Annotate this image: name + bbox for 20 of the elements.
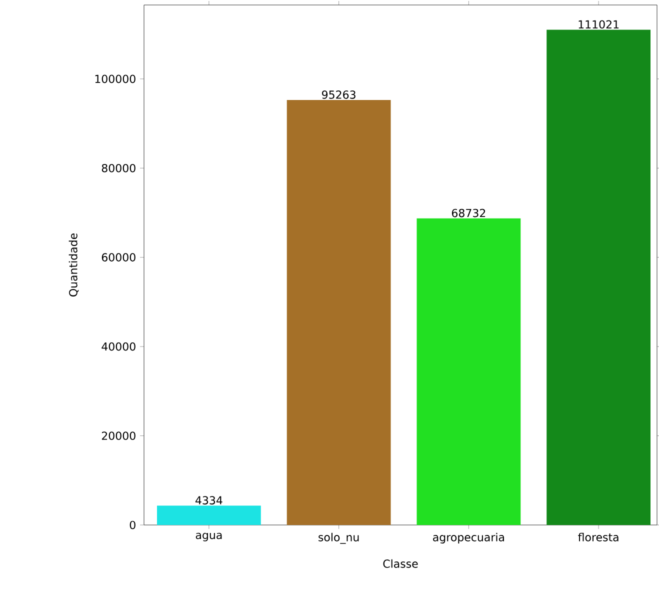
y-axis-title: Quantidade [68, 233, 79, 296]
y-tick-label: 60000 [102, 253, 136, 262]
bar [416, 218, 521, 525]
x-tick-label: agropecuaria [433, 532, 504, 544]
x-tick-label: solo_nu [318, 532, 359, 544]
y-tick-label: 40000 [102, 342, 136, 351]
y-tick-label: 20000 [102, 432, 136, 440]
y-tick-label: 100000 [95, 74, 136, 84]
data-label: 4334 [195, 496, 222, 504]
bar [286, 100, 391, 525]
data-label: 95263 [322, 90, 356, 99]
y-tick-label: 80000 [102, 164, 136, 172]
data-label: 68732 [452, 208, 486, 218]
y-tick-label: 0 [130, 520, 136, 530]
x-tick-label: agua [196, 532, 222, 542]
bar [156, 506, 261, 525]
x-axis-title: Classe [383, 559, 418, 568]
data-label: 111021 [578, 20, 619, 29]
bar [546, 30, 651, 525]
x-tick-label: floresta [578, 532, 618, 542]
